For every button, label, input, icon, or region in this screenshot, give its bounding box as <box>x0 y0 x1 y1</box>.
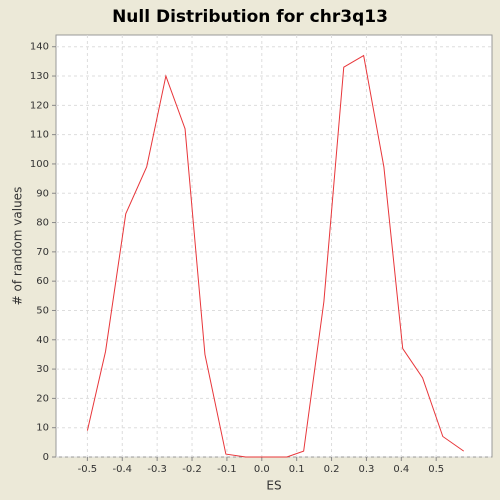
chart-title: Null Distribution for chr3q13 <box>112 7 388 27</box>
y-tick-label: 80 <box>36 218 49 229</box>
y-tick-label: 70 <box>36 247 49 258</box>
y-tick-label: 110 <box>30 130 49 141</box>
y-axis-label: # of random values <box>11 187 25 306</box>
y-tick-label: 120 <box>30 100 49 111</box>
x-tick-label: -0.1 <box>217 464 237 475</box>
y-tick-label: 40 <box>36 335 49 346</box>
x-tick-label: 0.0 <box>254 464 270 475</box>
y-tick-label: 10 <box>36 423 49 434</box>
x-tick-label: 0.1 <box>289 464 305 475</box>
y-tick-label: 50 <box>36 305 49 316</box>
x-axis-label: ES <box>266 479 281 493</box>
y-tick-label: 30 <box>36 364 49 375</box>
x-tick-label: -0.2 <box>182 464 202 475</box>
x-tick-label: 0.2 <box>324 464 340 475</box>
y-tick-label: 90 <box>36 188 49 199</box>
y-tick-label: 20 <box>36 393 49 404</box>
x-tick-label: 0.5 <box>428 464 444 475</box>
y-tick-label: 60 <box>36 276 49 287</box>
y-tick-label: 130 <box>30 71 49 82</box>
x-tick-label: 0.4 <box>393 464 409 475</box>
x-tick-label: -0.5 <box>78 464 98 475</box>
y-tick-label: 100 <box>30 159 49 170</box>
y-tick-label: 0 <box>43 452 49 463</box>
x-tick-label: 0.3 <box>358 464 374 475</box>
y-tick-label: 140 <box>30 42 49 53</box>
line <box>86 54 465 458</box>
x-tick-label: -0.3 <box>147 464 167 475</box>
x-tick-label: -0.4 <box>113 464 133 475</box>
